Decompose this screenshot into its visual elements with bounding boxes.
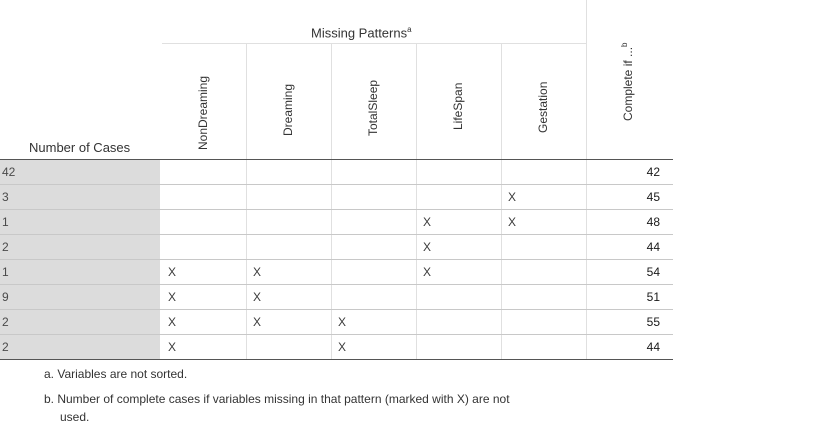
group-title-underline [162,43,586,44]
column-header-totalsleep: TotalSleep [366,79,380,136]
column-header-nondreaming: NonDreaming [196,75,210,150]
row-divider [0,184,673,185]
missing-mark: X [168,315,177,329]
row-complete: 55 [646,315,660,329]
missing-mark: X [168,290,177,304]
row-cases: 1 [0,260,160,284]
row-cases: 2 [0,235,160,259]
missing-mark: X [168,265,177,279]
row-divider [0,234,673,235]
header-separator-3 [416,44,417,160]
row-divider [0,209,673,210]
row-divider [0,284,673,285]
row-complete: 48 [646,215,660,229]
row-divider [0,309,673,310]
group-title: Missing Patternsa [311,25,412,40]
footnote-b-line2: used. [60,410,90,424]
group-title-footnote-ref: a [407,25,412,34]
missing-mark: X [338,340,347,354]
row-divider [0,334,673,335]
missing-mark: X [508,215,517,229]
column-header-gestation: Gestation [536,81,550,133]
missing-mark: X [168,340,177,354]
header-separator-4 [501,44,502,160]
row-divider [0,259,673,260]
row-complete: 51 [646,290,660,304]
table-bottom-border [0,359,673,360]
row-cases: 2 [0,335,160,359]
row-complete: 54 [646,265,660,279]
row-complete: 44 [646,240,660,254]
missing-mark: X [423,215,432,229]
row-complete: 42 [646,165,660,179]
header-separator-1 [246,44,247,160]
missing-mark: X [508,190,517,204]
row-cases: 2 [0,310,160,334]
missing-mark: X [253,290,262,304]
column-header-lifespan: LifeSpan [451,82,465,130]
footnote-b-line1: b. Number of complete cases if variables… [44,392,510,406]
column-header-complete-text: Complete if ... [621,46,635,121]
row-cases: 9 [0,285,160,309]
row-cases: 1 [0,210,160,234]
row-complete: 44 [646,340,660,354]
header-separator-complete [586,0,587,160]
header-bottom-border [0,159,673,160]
footnote-a: a. Variables are not sorted. [44,367,188,381]
missing-mark: X [253,265,262,279]
missing-mark: X [338,315,347,329]
header-separator-2 [331,44,332,160]
row-complete: 45 [646,190,660,204]
row-header-label: Number of Cases [29,140,131,155]
row-cases: 3 [0,185,160,209]
group-title-text: Missing Patterns [311,25,408,41]
column-header-dreaming: Dreaming [281,83,295,136]
missing-mark: X [253,315,262,329]
missing-mark: X [423,240,432,254]
column-header-complete: Complete if ...b [620,43,635,121]
row-cases: 42 [0,160,160,184]
missing-mark: X [423,265,432,279]
complete-footnote-ref: b [620,42,629,47]
